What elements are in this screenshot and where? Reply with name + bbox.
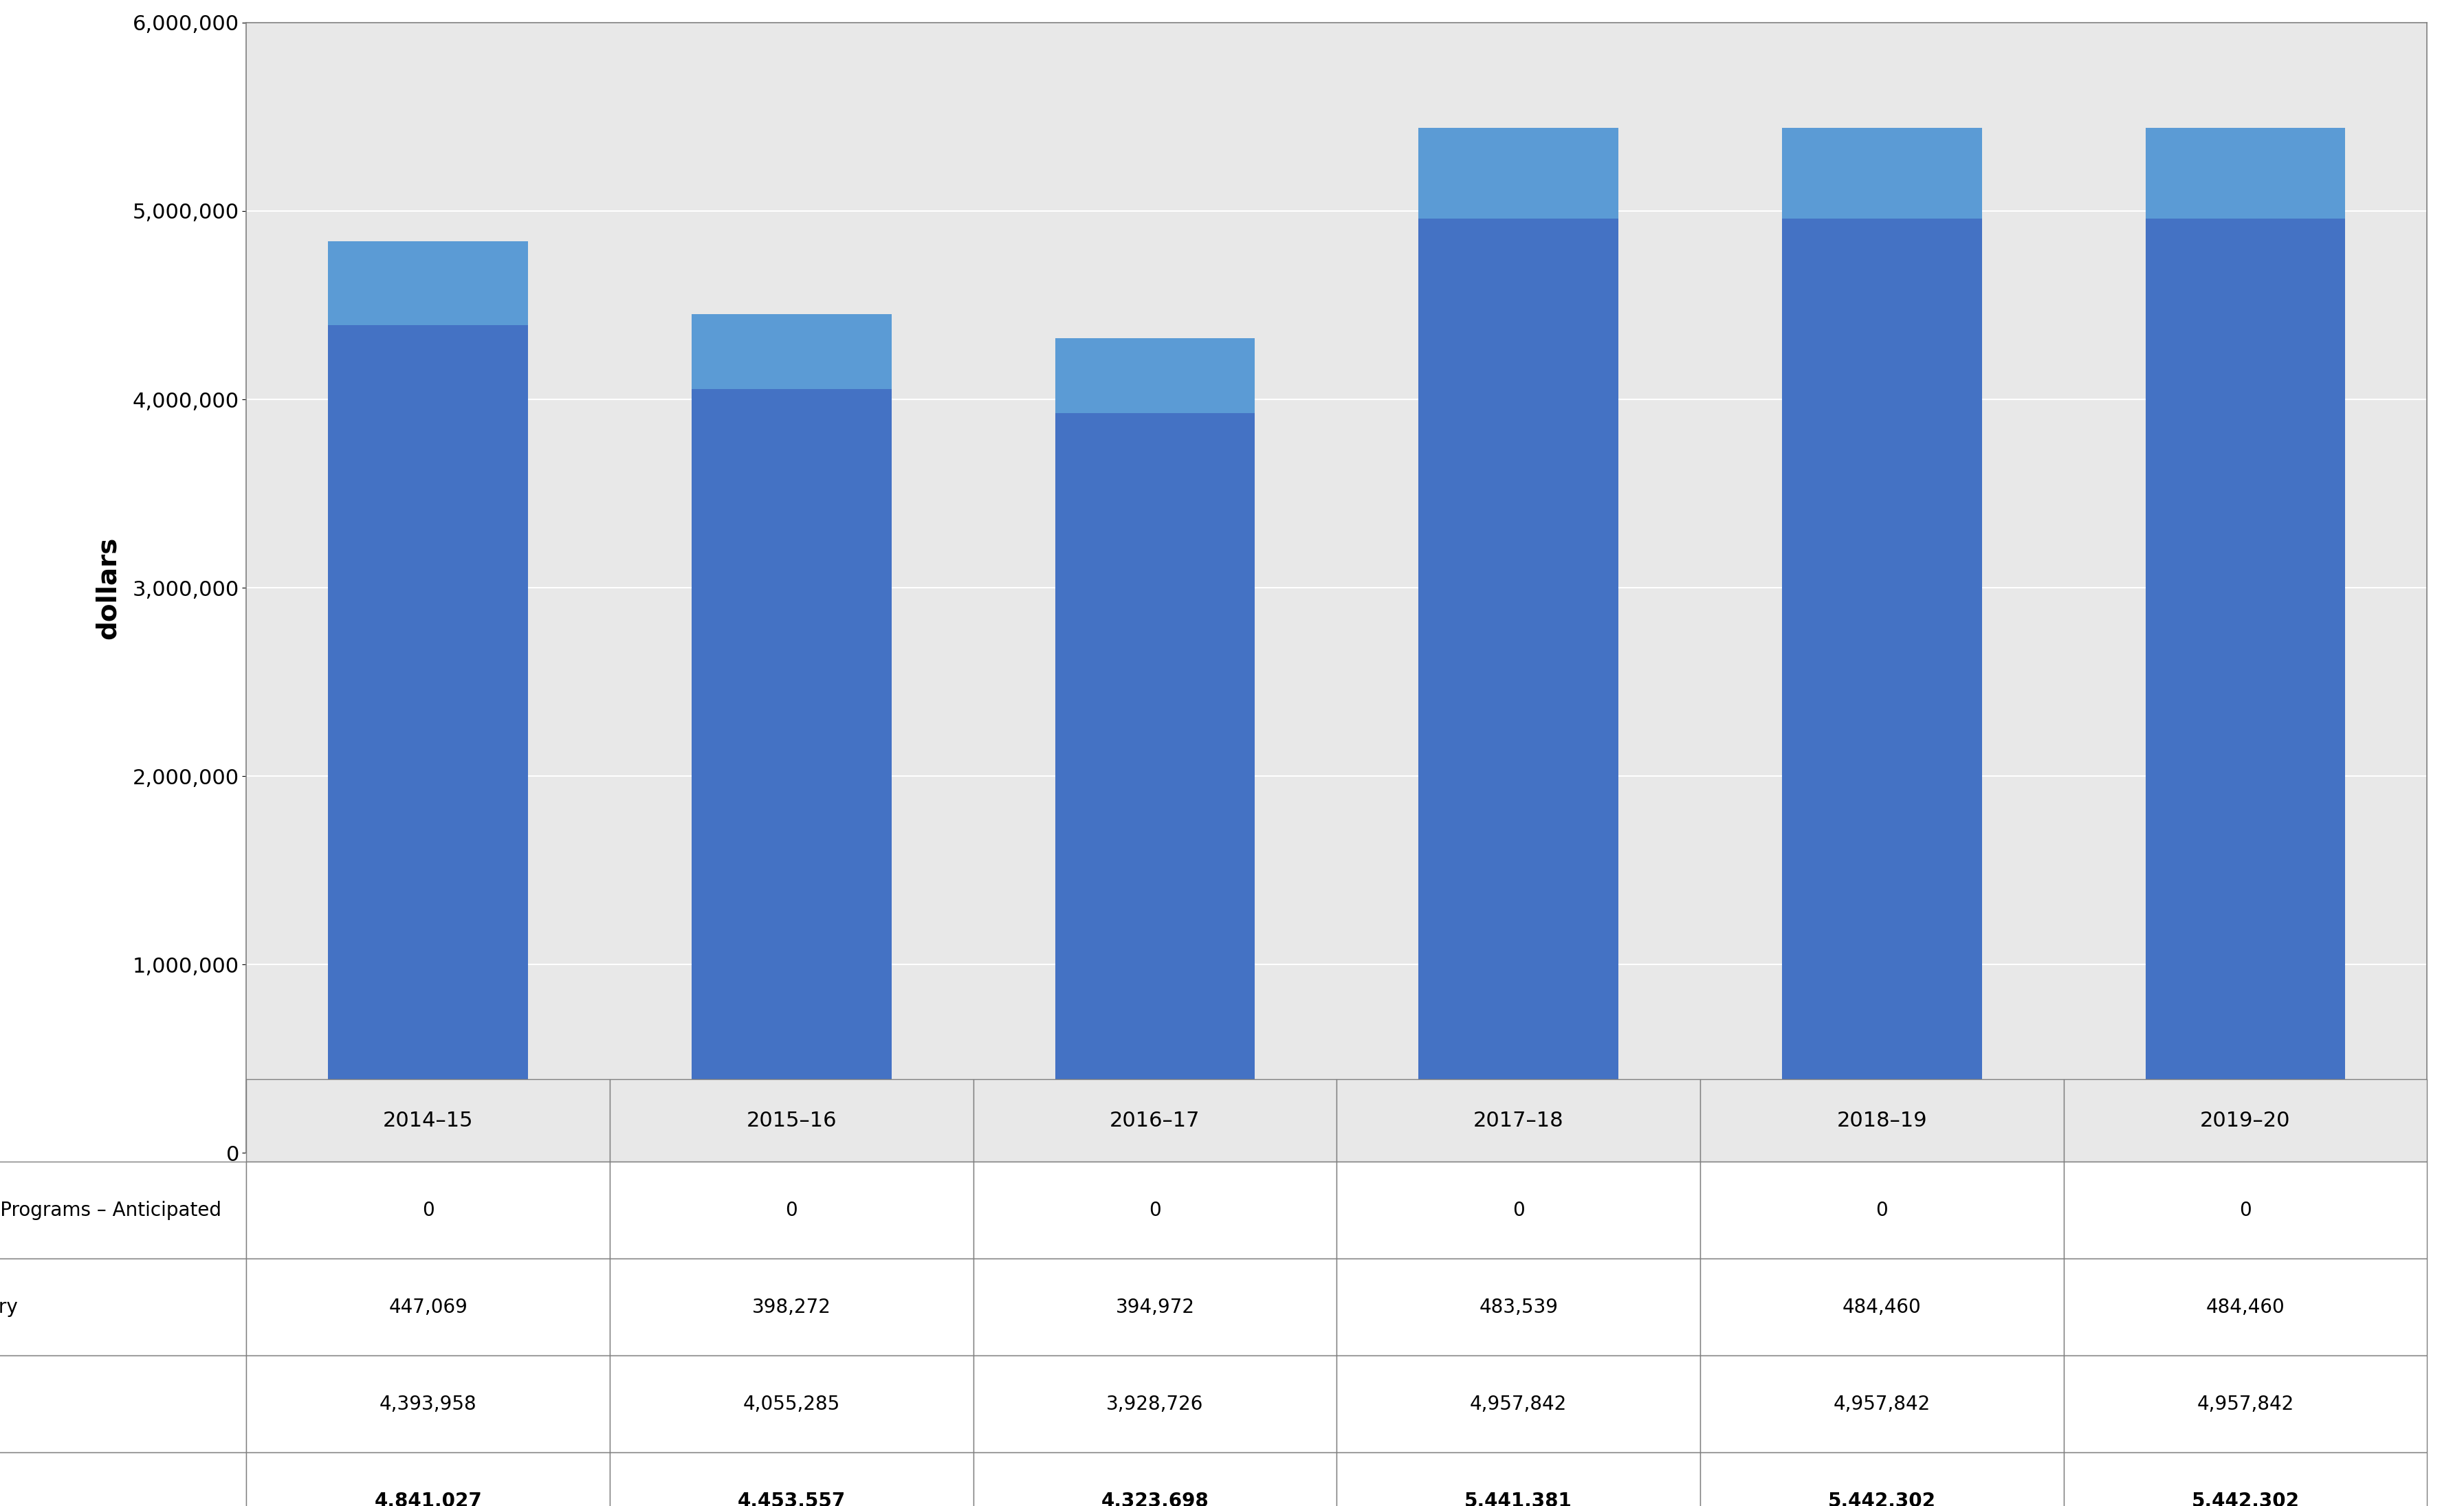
Y-axis label: dollars: dollars: [96, 536, 121, 639]
Bar: [692, 389, 892, 1154]
Bar: [1419, 128, 1619, 218]
Bar: [1781, 128, 1981, 218]
Bar: [1781, 218, 1981, 1154]
Bar: [2146, 128, 2346, 218]
Bar: [328, 241, 527, 325]
Bar: [1055, 413, 1254, 1154]
Bar: [2146, 218, 2346, 1154]
Bar: [1055, 339, 1254, 413]
Bar: [692, 313, 892, 389]
Bar: [328, 325, 527, 1154]
Bar: [1419, 218, 1619, 1154]
